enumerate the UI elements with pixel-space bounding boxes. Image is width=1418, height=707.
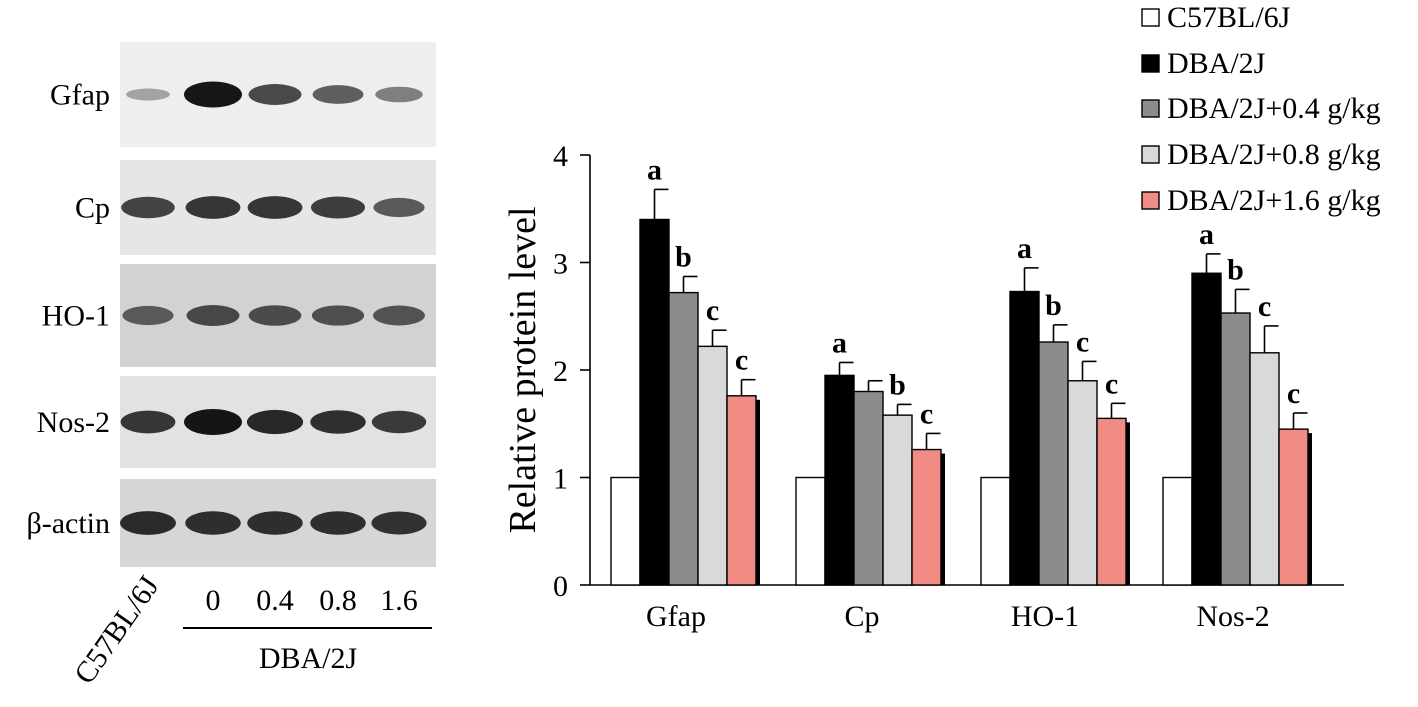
significance-label: c bbox=[735, 344, 748, 377]
blot-row-label: Nos-2 bbox=[37, 406, 110, 439]
bar bbox=[697, 345, 728, 586]
western-blot-panel: Gfap Cp HO-1 Nos-2 β-actin 0 0.4 0.8 1.6 bbox=[26, 42, 436, 617]
bar bbox=[911, 448, 942, 586]
blot-control-label: C57BL/6J bbox=[68, 570, 166, 690]
bar bbox=[1278, 428, 1309, 586]
legend-swatch bbox=[1141, 8, 1160, 27]
blot-band bbox=[248, 305, 302, 326]
significance-label: a bbox=[832, 326, 847, 359]
blot-band bbox=[371, 511, 427, 535]
y-tick-label: 0 bbox=[553, 570, 568, 603]
blot-band bbox=[184, 409, 242, 435]
x-tick-labels: Gfap Cp HO-1 Nos-2 bbox=[646, 600, 1270, 633]
x-tick-label: Nos-2 bbox=[1196, 600, 1269, 633]
bar bbox=[1191, 272, 1222, 586]
bar bbox=[1096, 417, 1127, 586]
significance-label: c bbox=[706, 294, 719, 327]
blot-dose-label: 0.8 bbox=[319, 584, 357, 617]
significance-label: b bbox=[1227, 253, 1244, 286]
bar bbox=[1009, 290, 1040, 586]
x-tick-label: Gfap bbox=[646, 600, 706, 633]
blot-group-label: DBA/2J bbox=[259, 642, 358, 675]
significance-label: c bbox=[920, 397, 933, 430]
y-tick-label: 4 bbox=[553, 140, 568, 173]
significance-label: a bbox=[1199, 218, 1214, 251]
significance-label: c bbox=[1287, 377, 1300, 410]
blot-band bbox=[185, 196, 241, 219]
bar bbox=[1249, 352, 1280, 586]
blot-band bbox=[375, 86, 423, 103]
blot-band bbox=[120, 410, 176, 434]
blot-band bbox=[120, 511, 176, 535]
blot-band bbox=[184, 81, 242, 108]
blot-band bbox=[126, 88, 170, 101]
significance-label: c bbox=[1105, 367, 1118, 400]
blot-dose-label: 1.6 bbox=[380, 584, 418, 617]
legend-label: DBA/2J+0.8 g/kg bbox=[1167, 138, 1381, 171]
legend-label: C57BL/6J bbox=[1167, 1, 1291, 34]
x-tick-label: Cp bbox=[844, 600, 879, 633]
legend-swatch bbox=[1141, 191, 1160, 210]
legend-swatch bbox=[1141, 99, 1160, 118]
significance-label: c bbox=[1076, 325, 1089, 358]
y-tick-label: 2 bbox=[553, 355, 568, 388]
legend: C57BL/6J DBA/2J DBA/2J+0.4 g/kg DBA/2J+0.8 … bbox=[1141, 1, 1381, 217]
bar bbox=[824, 374, 855, 586]
significance-label: b bbox=[1045, 289, 1062, 322]
legend-swatch bbox=[1141, 54, 1160, 73]
blot-band bbox=[310, 511, 366, 535]
bar bbox=[639, 218, 670, 586]
legend-swatch bbox=[1141, 145, 1160, 164]
legend-label: DBA/2J bbox=[1167, 47, 1266, 80]
blot-band bbox=[373, 197, 425, 218]
blot-dose-label: 0 bbox=[206, 584, 221, 617]
bar bbox=[980, 476, 1011, 586]
legend-label: DBA/2J+1.6 g/kg bbox=[1167, 184, 1381, 217]
blot-band bbox=[310, 410, 366, 434]
blot-band bbox=[373, 305, 425, 326]
blot-band bbox=[248, 84, 302, 105]
bar bbox=[726, 395, 757, 586]
bar bbox=[610, 476, 641, 586]
bar bbox=[853, 390, 884, 586]
blot-band bbox=[247, 511, 303, 535]
significance-label: a bbox=[647, 153, 662, 186]
blot-band bbox=[312, 85, 364, 104]
blot-band bbox=[122, 305, 174, 326]
y-tick-label: 3 bbox=[553, 248, 568, 281]
blot-band bbox=[247, 196, 303, 219]
blot-band bbox=[371, 410, 427, 434]
blot-band bbox=[311, 305, 365, 326]
significance-label: c bbox=[1258, 290, 1271, 323]
blot-band bbox=[185, 511, 241, 535]
significance-label: b bbox=[889, 368, 906, 401]
blot-band bbox=[121, 196, 175, 219]
significance-label: b bbox=[675, 240, 692, 273]
legend-label: DBA/2J+0.4 g/kg bbox=[1167, 92, 1381, 125]
blot-row-label: Cp bbox=[75, 192, 110, 225]
bar bbox=[668, 291, 699, 586]
blot-band bbox=[310, 196, 366, 219]
bar bbox=[1067, 380, 1098, 586]
blot-band bbox=[186, 305, 240, 326]
blot-row-label: Gfap bbox=[50, 79, 110, 112]
y-ticks: 0 1 2 3 4 bbox=[553, 140, 590, 603]
bar bbox=[1220, 312, 1251, 586]
bar bbox=[882, 414, 913, 586]
blot-row-label: HO-1 bbox=[42, 300, 110, 333]
bar bbox=[1162, 476, 1193, 586]
blot-row-label: β-actin bbox=[26, 507, 110, 540]
bar bbox=[1038, 341, 1069, 586]
y-tick-label: 1 bbox=[553, 463, 568, 496]
blot-band bbox=[246, 409, 304, 435]
blot-dose-label: 0.4 bbox=[256, 584, 294, 617]
y-axis-label: Relative protein level bbox=[502, 206, 544, 533]
bar bbox=[795, 476, 826, 586]
x-tick-label: HO-1 bbox=[1011, 600, 1079, 633]
significance-label: a bbox=[1017, 232, 1032, 265]
